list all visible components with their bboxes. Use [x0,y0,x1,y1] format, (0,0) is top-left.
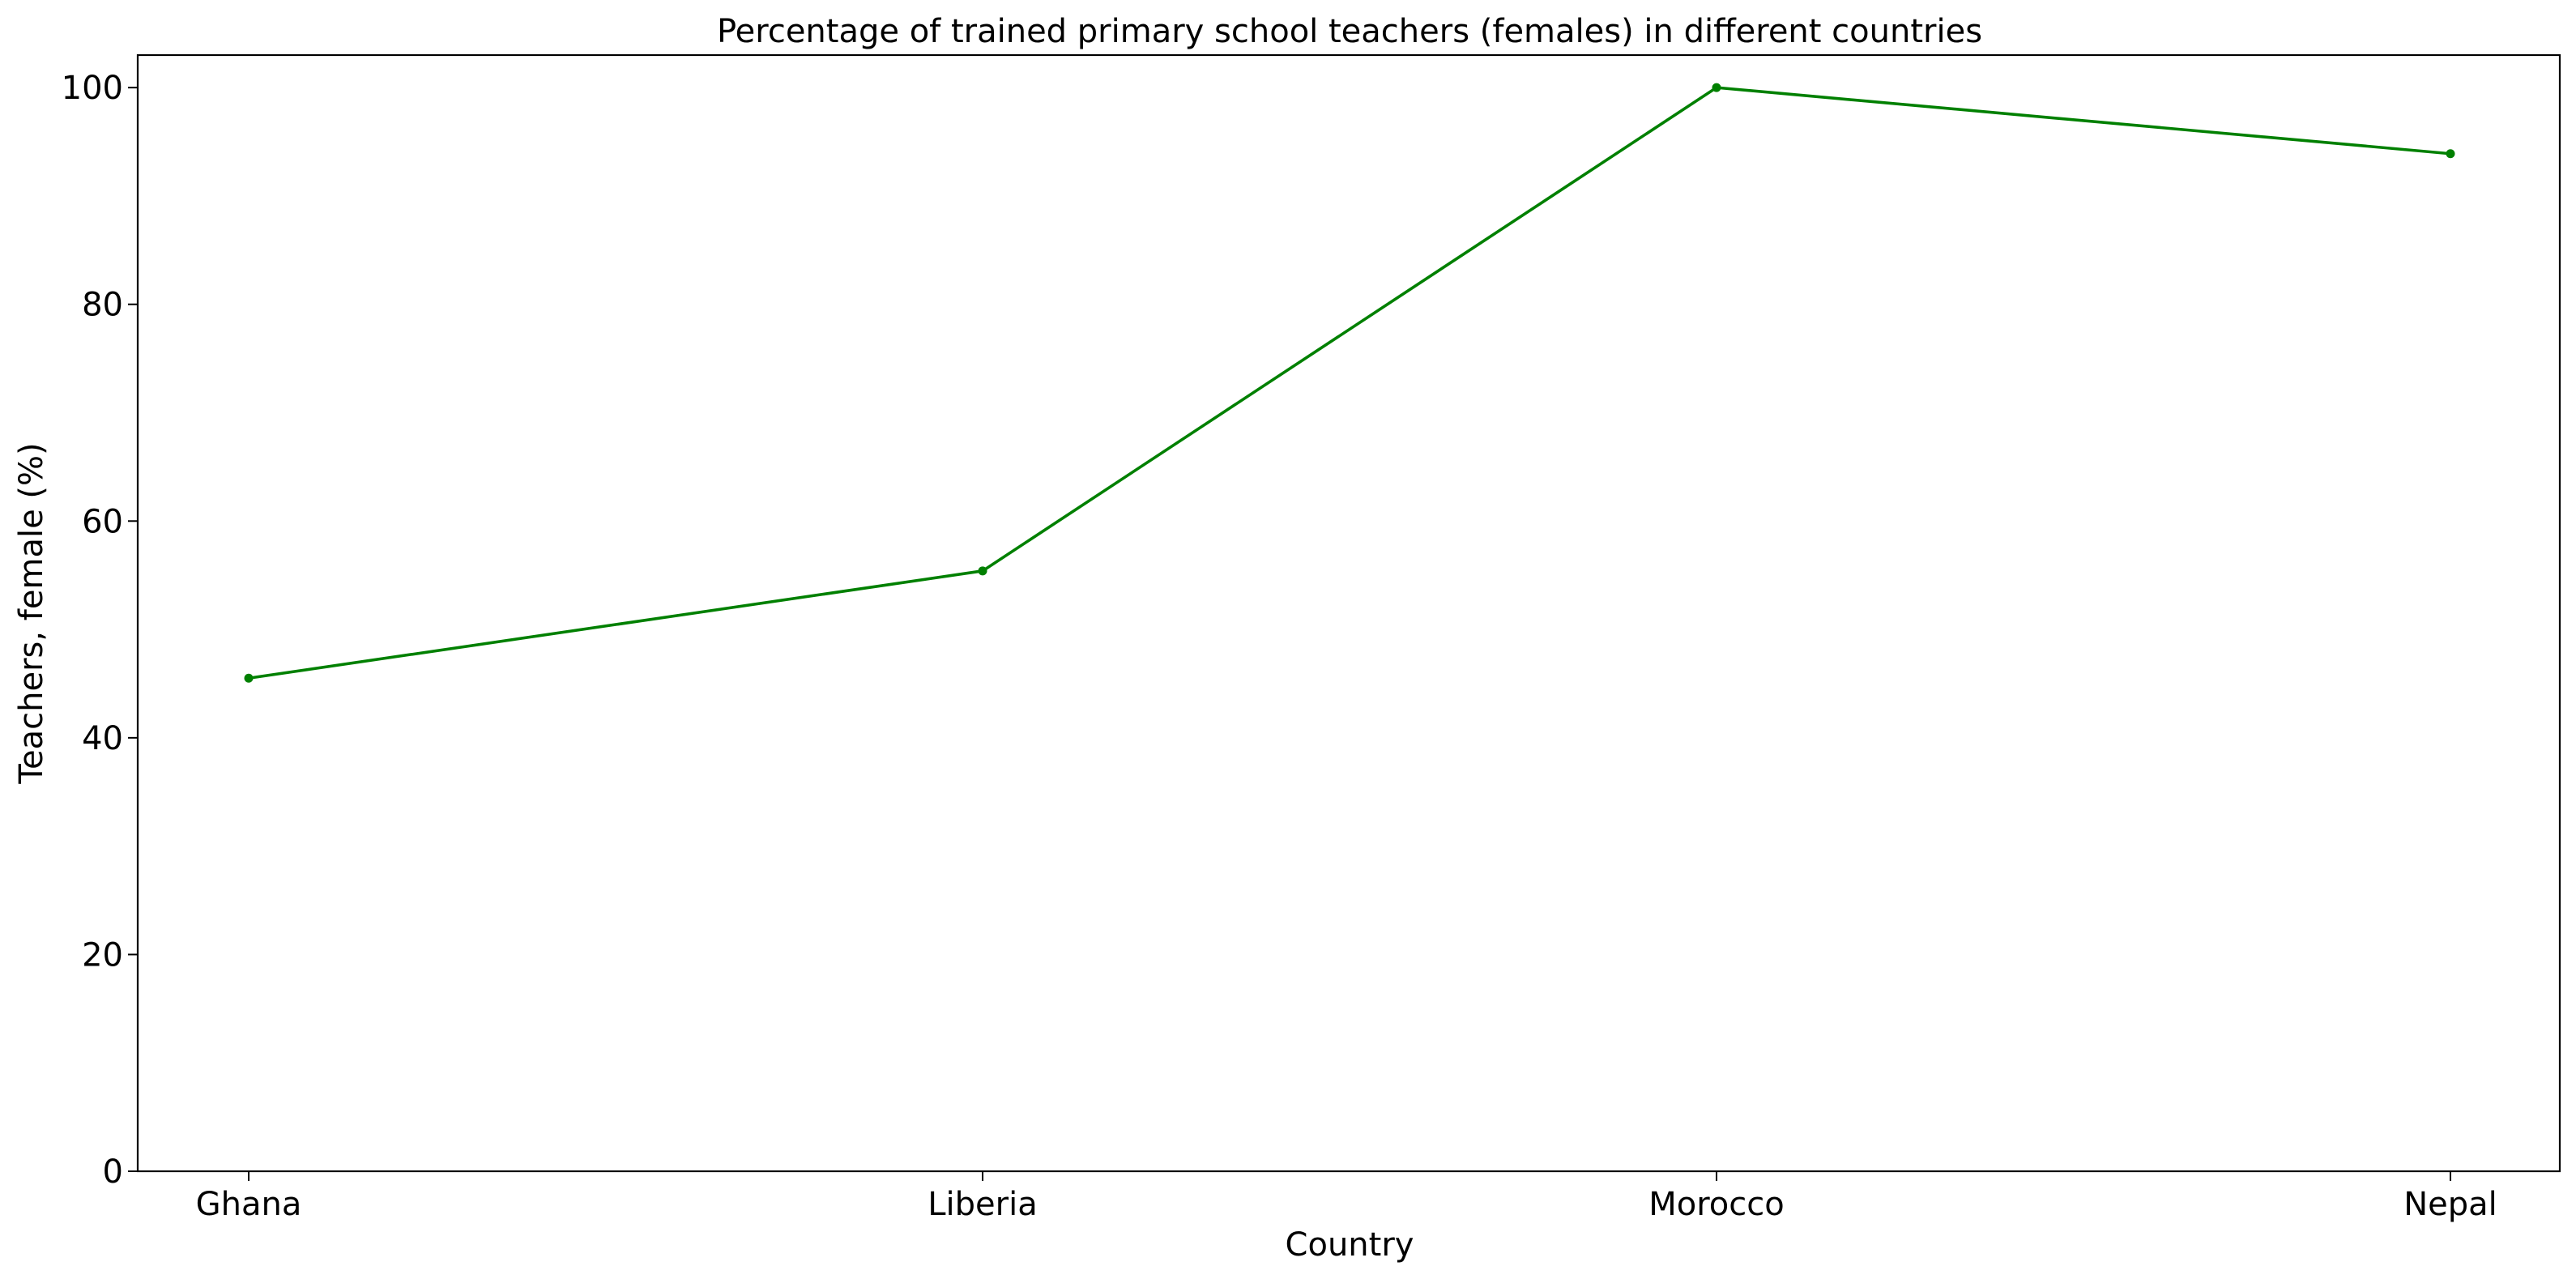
data-point [244,673,254,683]
x-axis: Ghana Liberia Morocco Nepal [196,1171,2497,1223]
y-tick-label: 80 [82,287,123,324]
plot-frame [136,53,2561,1173]
data-point [978,566,987,576]
data-point [2446,149,2455,159]
y-tick-label: 0 [103,1153,123,1191]
y-tick-label: 40 [82,720,123,757]
series-line [247,86,2452,680]
y-axis-label: Teachers, female (%) [13,442,50,784]
x-tick-label: Liberia [928,1186,1037,1223]
y-tick-label: 20 [82,936,123,974]
series-layer [244,83,2455,683]
x-tick-label: Ghana [196,1186,302,1223]
plot-area [136,53,2561,1173]
x-axis-label: Country [1286,1226,1414,1264]
chart-title: Percentage of trained primary school tea… [717,13,1982,50]
data-point [1712,83,1721,92]
x-tick-label: Nepal [2403,1186,2497,1223]
y-tick-label: 60 [82,503,123,540]
y-axis: 0 20 40 60 80 100 [62,70,138,1191]
x-tick-label: Morocco [1648,1186,1784,1223]
y-tick-label: 100 [62,70,123,107]
